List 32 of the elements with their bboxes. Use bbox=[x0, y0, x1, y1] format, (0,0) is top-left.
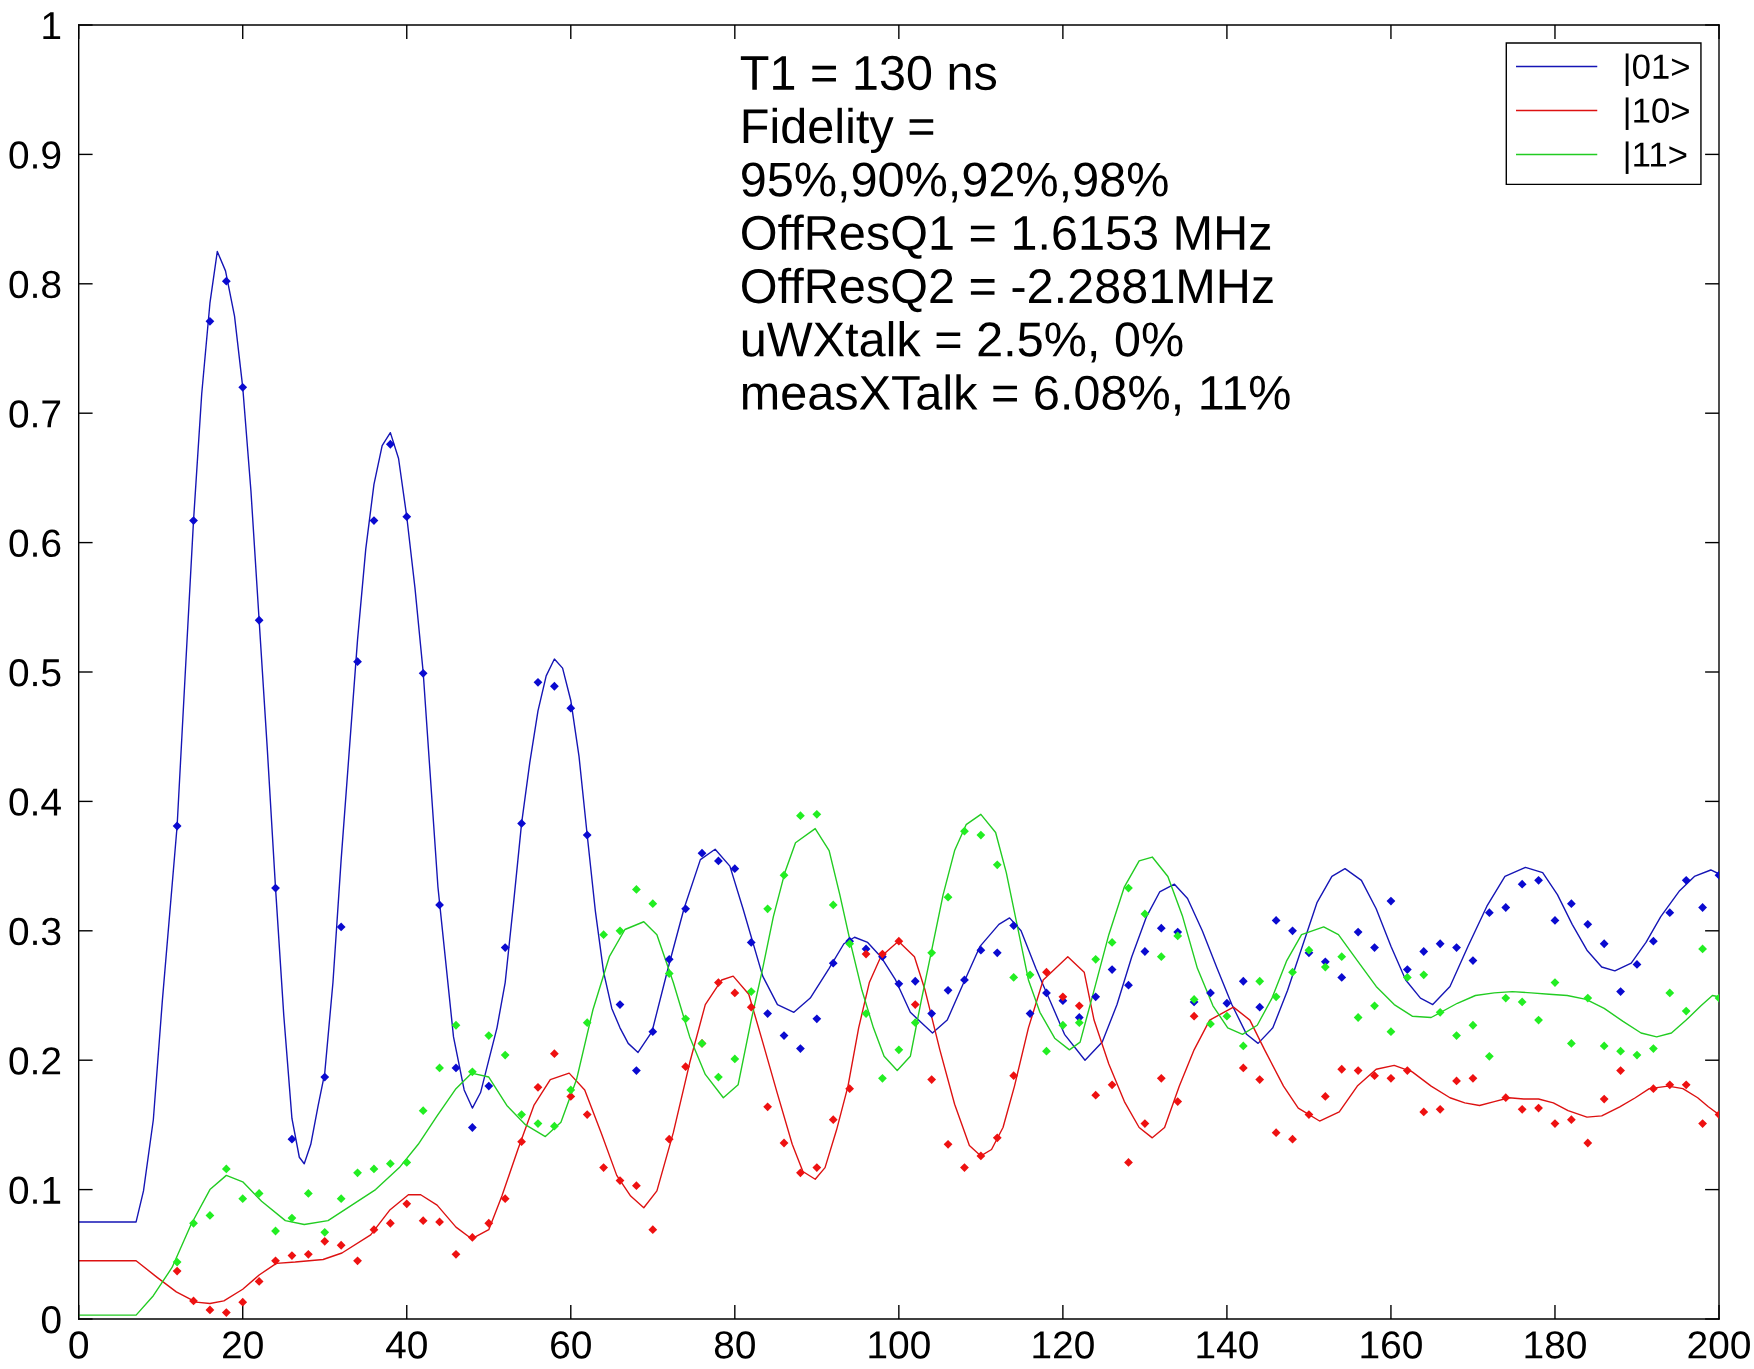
x-tick-label: 180 bbox=[1525, 1331, 1586, 1359]
y-tick-label: 0.8 bbox=[9, 270, 61, 299]
x-tick-label: 160 bbox=[1361, 1331, 1422, 1359]
x-tick-label: 140 bbox=[1197, 1331, 1258, 1359]
x-tick-label: 0 bbox=[69, 1331, 88, 1359]
y-tick-label: 0.6 bbox=[9, 529, 61, 558]
y-tick-label: 0.1 bbox=[9, 1176, 61, 1205]
annotation: Fidelity = bbox=[743, 107, 934, 154]
x-tick-label: 60 bbox=[551, 1331, 591, 1359]
annotation: T1 = 130 ns bbox=[740, 55, 997, 91]
x-tick-label: 20 bbox=[223, 1331, 263, 1359]
x-tick-label: 120 bbox=[1033, 1331, 1094, 1359]
x-tick-label: 40 bbox=[386, 1331, 427, 1359]
legend-label: |01> bbox=[1625, 53, 1689, 86]
legend-label: |11> bbox=[1625, 141, 1687, 174]
y-tick-label: 1 bbox=[43, 12, 61, 40]
y-tick-label: 0.3 bbox=[9, 917, 61, 946]
y-tick-label: 0.2 bbox=[9, 1047, 61, 1075]
x-tick-label: 100 bbox=[869, 1331, 930, 1359]
legend-label: |10> bbox=[1625, 97, 1689, 130]
annotation: uWXtalk = 2.5%, 0% bbox=[742, 321, 1183, 363]
x-tick-label: 80 bbox=[714, 1331, 755, 1359]
y-tick-label: 0.9 bbox=[9, 141, 61, 169]
annotation: 95%,90%,92%,98% bbox=[742, 162, 1168, 203]
annotation: OffResQ1 = 1.6153 MHz bbox=[742, 214, 1271, 259]
y-tick-label: 0.5 bbox=[9, 658, 61, 687]
annotation: measXTalk = 6.08%, 11% bbox=[742, 374, 1290, 416]
y-tick-label: 0.4 bbox=[9, 788, 61, 816]
annotation: OffResQ2 = -2.2881MHz bbox=[742, 267, 1273, 313]
y-tick-label: 0.7 bbox=[9, 400, 61, 428]
x-tick-label: 200 bbox=[1688, 1331, 1750, 1359]
y-tick-label: 0 bbox=[41, 1305, 61, 1334]
